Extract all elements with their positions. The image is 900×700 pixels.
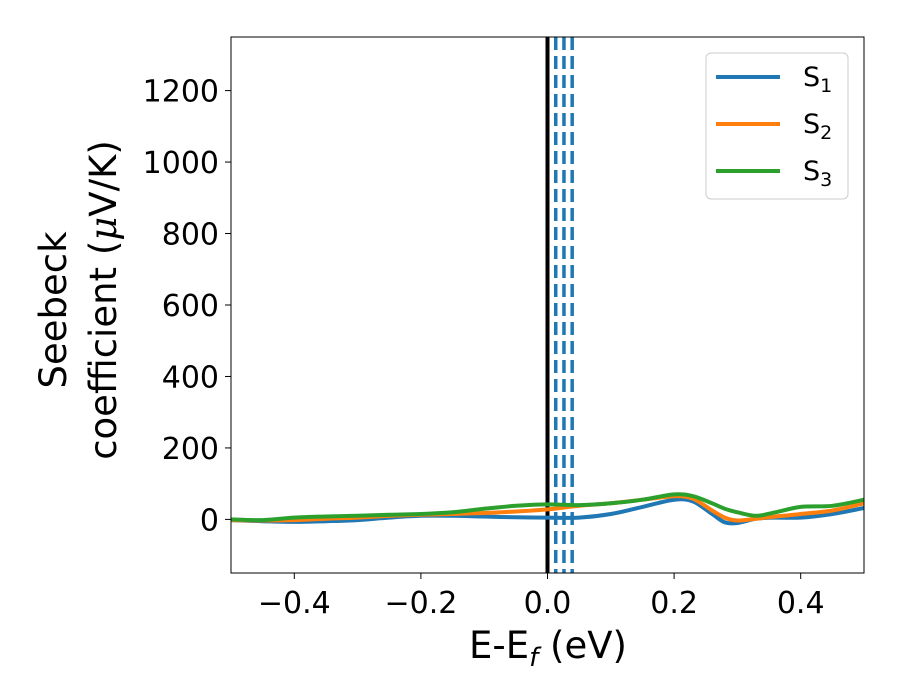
y-tick-label: 400 [162,360,219,395]
legend-entries: S1 S2 S3 [716,62,832,191]
y-axis-title: Seebeck coefficient (μV/K) [32,140,125,460]
series-line-s3 [231,492,864,523]
y-tick-label: 200 [162,432,219,467]
y-tick-label: 1200 [143,75,219,110]
x-tick-label: 0.4 [777,586,825,621]
legend-label-s2: S2 [803,109,832,144]
y-tick-label: 0 [200,503,219,538]
series-lines [231,492,864,526]
legend: S1 S2 S3 [705,52,849,200]
x-axis-title-main: E-E [469,624,529,667]
y-axis-title-mu: μ [82,217,125,241]
y-axis-title-prefix: coefficient ( [82,241,125,460]
x-axis-title: E-Ef (eV) [469,624,627,673]
y-tick-label: 800 [162,218,219,253]
y-axis-title-line2: coefficient (μV/K) [82,140,125,460]
x-tick-label: −0.2 [384,586,457,621]
y-tick-label: 1000 [143,146,219,181]
y-axis-title-suffix: V/K) [82,140,125,216]
x-tick-label: −0.4 [258,586,331,621]
vertical-lines [545,37,574,573]
y-axis-ticks: 0 200 400 600 800 1000 1200 [143,75,231,538]
legend-label-s1: S1 [803,62,832,97]
y-axis-title-line1: Seebeck [32,231,75,389]
legend-label-s3: S3 [803,156,832,191]
y-tick-label: 600 [162,289,219,324]
x-axis-ticks: −0.4 −0.2 0.0 0.2 0.4 [258,573,825,621]
x-axis-title-rest: (eV) [538,624,627,667]
x-tick-label: 0.0 [524,586,572,621]
x-tick-label: 0.2 [650,586,698,621]
